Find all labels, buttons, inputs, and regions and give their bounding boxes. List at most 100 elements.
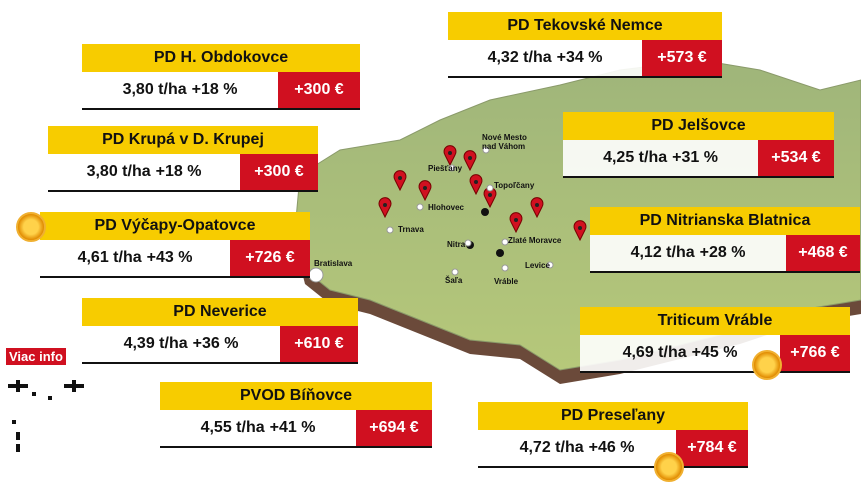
qr-cell [32, 392, 36, 396]
city-label-line: Nitra [447, 240, 466, 249]
city-label-line: Trnava [398, 225, 424, 234]
farm-row: 3,80 t/ha +18 % +300 € [48, 154, 318, 192]
city-dot [546, 261, 554, 269]
medal [16, 212, 46, 242]
pin [418, 180, 432, 202]
farm-yield: 4,39 t/ha +36 % [82, 326, 280, 362]
pin [463, 150, 477, 172]
city-label-line: Topoľčany [494, 181, 535, 190]
qr-cell [24, 384, 28, 388]
change: +36 % [192, 335, 239, 352]
farm-profit: +784 € [676, 430, 748, 466]
farm-yield: 4,32 t/ha +34 % [448, 40, 642, 76]
pin [393, 170, 407, 192]
farm-yield: 4,25 t/ha +31 % [563, 140, 758, 176]
qr-cell [16, 436, 20, 440]
city-dot [501, 264, 509, 272]
qr-cell [16, 384, 20, 388]
qr-cell [16, 380, 20, 384]
qr-cell [16, 448, 20, 452]
pin-dot [535, 203, 539, 207]
yield: 4,32 t/ha [487, 49, 552, 66]
farm-row: 4,39 t/ha +36 % +610 € [82, 326, 358, 364]
yield: 4,72 t/ha [519, 439, 584, 456]
change: +45 % [691, 344, 738, 361]
farm-card: PD H. Obdokovce 3,80 t/ha +18 % +300 € [82, 44, 360, 110]
city-label: Nitra [447, 240, 466, 249]
pin [530, 197, 544, 219]
farm-row: 4,12 t/ha +28 % +468 € [590, 235, 860, 273]
change: +34 % [556, 49, 603, 66]
farm-name: PD H. Obdokovce [82, 44, 360, 72]
qr-cell [72, 380, 76, 384]
pin-dot [474, 180, 478, 184]
farm-profit: +468 € [786, 235, 860, 271]
change: +18 % [155, 163, 202, 180]
farm-yield: 4,72 t/ha +46 % [478, 430, 676, 466]
change: +28 % [699, 244, 746, 261]
farm-yield: 4,55 t/ha +41 % [160, 410, 356, 446]
medal [654, 452, 684, 482]
farm-profit: +726 € [230, 240, 310, 276]
farm-card: PD Nitrianska Blatnica 4,12 t/ha +28 % +468… [590, 207, 860, 273]
change: +43 % [146, 249, 193, 266]
farm-card: PVOD Bíňovce 4,55 t/ha +41 % +694 € [160, 382, 432, 448]
city-label-line: Bratislava [314, 259, 353, 268]
farm-row: 3,80 t/ha +18 % +300 € [82, 72, 360, 110]
more-info[interactable]: Viac info [6, 348, 66, 365]
qr-cell [12, 420, 16, 424]
change: +18 % [191, 81, 238, 98]
town-dot [496, 249, 504, 257]
pin-dot [423, 186, 427, 190]
farm-yield: 3,80 t/ha +18 % [82, 72, 278, 108]
farm-card: PD Tekovské Nemce 4,32 t/ha +34 % +573 € [448, 12, 722, 78]
yield: 4,39 t/ha [123, 335, 188, 352]
qr-cell [72, 388, 76, 392]
farm-card: PD Výčapy-Opatovce 4,61 t/ha +43 % +726 € [40, 212, 310, 278]
farm-profit: +766 € [780, 335, 850, 371]
farm-row: 4,69 t/ha +45 % +766 € [580, 335, 850, 373]
pin [469, 174, 483, 196]
qr-code [8, 380, 84, 452]
city-dot [386, 226, 394, 234]
farm-yield: 3,80 t/ha +18 % [48, 154, 240, 190]
city-dot [451, 268, 459, 276]
farm-row: 4,25 t/ha +31 % +534 € [563, 140, 834, 178]
city-label: Bratislava [314, 259, 353, 268]
farm-name: PD Preseľany [478, 402, 748, 430]
change: +31 % [672, 149, 718, 166]
farm-profit: +300 € [240, 154, 318, 190]
town-dot [481, 208, 489, 216]
city-label: Nové Mesto nad Váhom [482, 133, 527, 151]
city-dot [501, 238, 509, 246]
farm-card: PD Jelšovce 4,25 t/ha +31 % +534 € [563, 112, 834, 178]
city-dot [464, 239, 472, 247]
qr-cell [68, 384, 72, 388]
change: +46 % [588, 439, 635, 456]
farm-profit: +694 € [356, 410, 432, 446]
city-label: Šaľa [445, 276, 463, 285]
yield: 4,25 t/ha [603, 149, 668, 166]
pin [443, 145, 457, 167]
yield: 3,80 t/ha [86, 163, 151, 180]
pin-dot [468, 156, 472, 160]
qr-cell [48, 396, 52, 400]
city-label-line: Levice [525, 261, 550, 270]
city-dot [486, 184, 494, 192]
city-label: Hlohovec [428, 203, 465, 212]
city-label: Levice [525, 261, 550, 270]
qr-cell [8, 384, 12, 388]
farm-row: 4,72 t/ha +46 % +784 € [478, 430, 748, 468]
pin-dot [383, 203, 387, 207]
farm-name: PD Nitrianska Blatnica [590, 207, 860, 235]
medal [752, 350, 782, 380]
city-dot [416, 203, 424, 211]
farm-name: PD Tekovské Nemce [448, 12, 722, 40]
city-label: Vráble [494, 277, 519, 286]
pin [378, 197, 392, 219]
qr-cell [16, 432, 20, 436]
city-label: Piešťany [428, 164, 463, 173]
qr-cell [20, 384, 24, 388]
qr-cell [76, 384, 80, 388]
